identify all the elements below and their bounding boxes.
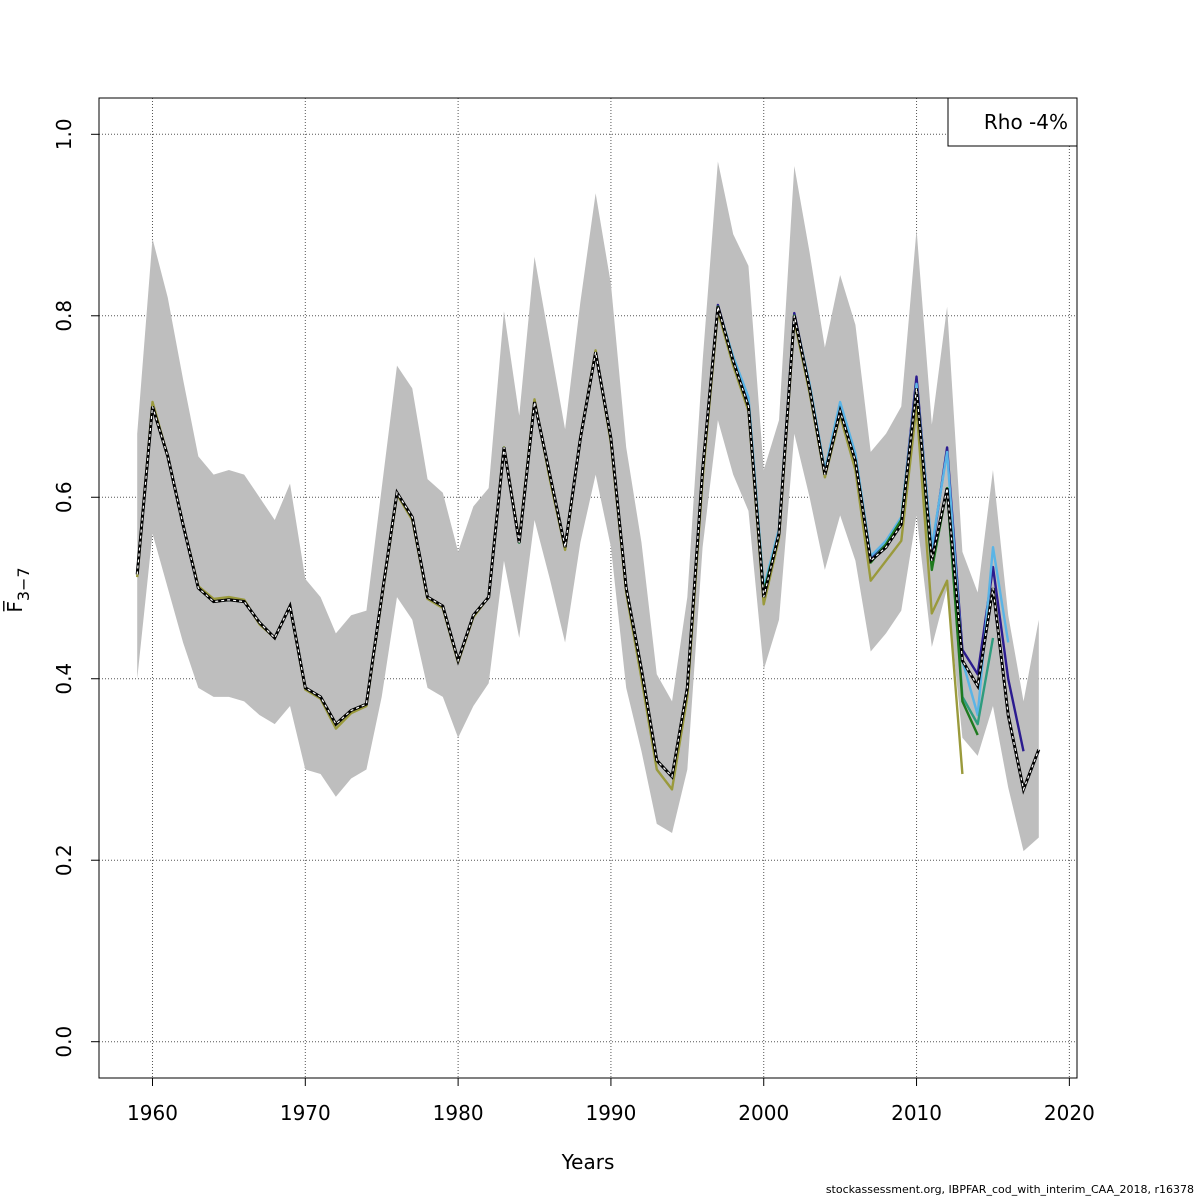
footer-source: stockassessment.org, IBPFAR_cod_with_int… <box>825 1183 1194 1196</box>
series-line-reference-dash <box>136 306 1040 792</box>
y-axis: 0.0 0.2 0.4 0.6 0.8 1.0 <box>52 118 100 1058</box>
y-tick-label: 0.0 <box>52 1026 76 1058</box>
confidence-band <box>137 161 1039 852</box>
series-lines <box>135 303 1041 795</box>
y-tick-label: 0.6 <box>52 481 76 513</box>
y-tick-label-group: 0.0 <box>52 1026 76 1058</box>
y-axis-title-subscript: 3−7 <box>14 567 33 601</box>
legend-rho-label: Rho -4% <box>984 110 1068 134</box>
x-tick-label: 1990 <box>585 1101 636 1125</box>
svg-text:F̅3−7: F̅3−7 <box>2 567 33 612</box>
x-tick-label: 2010 <box>891 1101 942 1125</box>
y-tick-label-group: 0.2 <box>52 844 76 876</box>
y-tick-label-group: 0.4 <box>52 663 76 695</box>
legend: Rho -4% <box>947 97 1078 147</box>
confidence-band-area <box>137 161 1039 852</box>
y-tick-label: 0.4 <box>52 663 76 695</box>
y-tick-label: 1.0 <box>52 118 76 150</box>
x-tick-label: 1960 <box>127 1101 178 1125</box>
x-axis-title: Years <box>561 1150 615 1174</box>
x-tick-label: 1980 <box>433 1101 484 1125</box>
x-tick-label: 1970 <box>280 1101 331 1125</box>
x-tick-label: 2000 <box>738 1101 789 1125</box>
y-tick-label-group: 0.8 <box>52 300 76 332</box>
y-tick-label-group: 1.0 <box>52 118 76 150</box>
y-tick-label-group: 0.6 <box>52 481 76 513</box>
y-tick-label: 0.8 <box>52 300 76 332</box>
y-axis-title: F̅3−7 <box>2 567 33 612</box>
legend-box <box>947 97 1078 147</box>
x-tick-label: 2020 <box>1044 1101 1095 1125</box>
y-axis-title-main: F̅ <box>2 600 27 613</box>
y-tick-label: 0.2 <box>52 844 76 876</box>
x-axis: 1960 1970 1980 1990 2000 2010 2020 <box>127 1077 1095 1125</box>
